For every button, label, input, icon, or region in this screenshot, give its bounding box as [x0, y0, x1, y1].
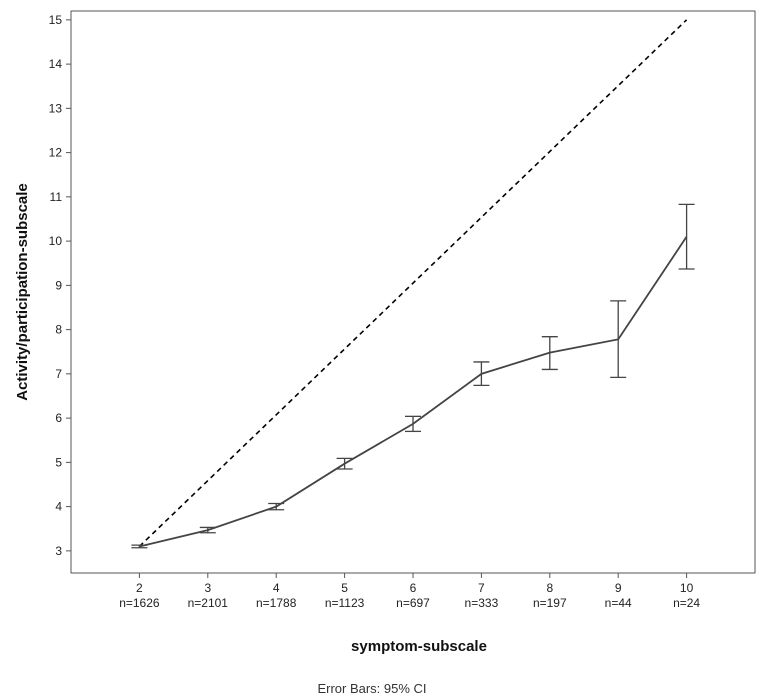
sample-size-label: n=2101 — [188, 596, 229, 610]
x-tick-label: 2 — [136, 581, 143, 595]
sample-size-label: n=24 — [673, 596, 700, 610]
y-tick-label: 15 — [49, 13, 63, 27]
x-tick-label: 9 — [615, 581, 622, 595]
y-tick-label: 11 — [50, 190, 63, 204]
y-tick-label: 10 — [49, 234, 63, 248]
sample-size-label: n=1123 — [325, 596, 365, 610]
error-bars-note: Error Bars: 95% CI — [317, 681, 426, 696]
sample-size-label: n=197 — [533, 596, 567, 610]
series-group — [131, 203, 695, 549]
plot-frame — [70, 10, 756, 574]
y-tick-label: 14 — [49, 57, 63, 71]
y-tick-label: 3 — [55, 544, 62, 558]
x-axis: 2n=1626 3n=2101 4n=1788 5n=1123 6n=697 7n=333… — [119, 573, 700, 610]
x-tick-label: 5 — [341, 581, 348, 595]
reference-line-group — [138, 19, 688, 548]
y-tick-label: 4 — [55, 500, 62, 514]
sample-size-label: n=44 — [605, 596, 632, 610]
y-tick-label: 9 — [55, 278, 62, 292]
y-tick-label: 13 — [49, 101, 63, 115]
y-tick-label: 5 — [55, 455, 62, 469]
x-tick-label: 6 — [410, 581, 417, 595]
y-tick-label: 8 — [55, 323, 62, 337]
y-tick-label: 6 — [55, 411, 62, 425]
reference-line — [138, 19, 688, 548]
x-tick-label: 7 — [478, 581, 485, 595]
sample-size-label: n=333 — [465, 596, 499, 610]
y-tick-label: 12 — [49, 146, 63, 160]
x-tick-label: 10 — [680, 581, 694, 595]
y-axis-title: Activity/participation-subscale — [14, 183, 31, 401]
sample-size-label: n=1626 — [119, 596, 160, 610]
x-axis-title: symptom-subscale — [351, 638, 487, 655]
x-tick-label: 8 — [546, 581, 553, 595]
y-tick-label: 7 — [55, 367, 62, 381]
sample-size-label: n=1788 — [256, 596, 297, 610]
y-axis: 3 4 5 6 7 8 9 10 11 12 13 14 15 — [49, 13, 71, 558]
sample-size-label: n=697 — [396, 596, 430, 610]
x-tick-label: 4 — [273, 581, 280, 595]
x-tick-label: 3 — [204, 581, 211, 595]
